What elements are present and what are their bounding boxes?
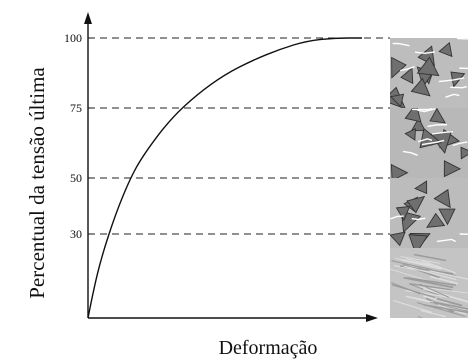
texture-streak (400, 256, 440, 264)
texture-streak (419, 283, 450, 298)
texture-streak (391, 260, 422, 269)
y-tick-label-30: 30 (70, 227, 82, 241)
y-tick-label-50: 50 (70, 171, 82, 185)
texture-streak (429, 270, 468, 280)
texture-streak (401, 259, 442, 270)
crack-line (417, 108, 436, 113)
y-tick-label-75: 75 (70, 101, 82, 115)
aggregate-particle (404, 108, 422, 123)
texture-streak (389, 320, 415, 328)
texture-streak (405, 258, 439, 268)
texture-streak (429, 275, 459, 285)
microstructure-panels (389, 38, 468, 331)
aggregate-particle (400, 67, 414, 85)
crack-line (431, 130, 454, 135)
panel-50-30 (390, 178, 468, 248)
texture-streak (403, 265, 457, 281)
y-axis-arrow-icon (84, 12, 92, 24)
panel-100-75 (390, 38, 468, 108)
y-axis-label: Percentual da tensão última (25, 67, 49, 299)
crack-line (412, 108, 433, 111)
texture-streak (420, 310, 447, 318)
crack-line (459, 67, 468, 70)
crack-line (452, 141, 468, 147)
aggregate-particle (416, 56, 440, 77)
y-ticks: 100 75 50 30 (64, 31, 93, 241)
texture-streak (436, 297, 463, 307)
texture-streak (410, 283, 452, 291)
crack-line (450, 85, 467, 89)
texture-streak (429, 301, 468, 312)
aggregate-particle (404, 128, 416, 141)
aggregate-particle (438, 208, 456, 226)
texture-streak (423, 304, 468, 314)
crack-line (390, 215, 404, 220)
panel-75-50 (390, 108, 468, 178)
aggregate-particle (391, 56, 407, 79)
aggregate-particle (408, 234, 429, 248)
crack-line (411, 217, 426, 221)
crack-line (438, 77, 465, 83)
texture-streak (407, 277, 456, 286)
aggregate-particle (406, 195, 426, 214)
reference-gridlines (88, 37, 390, 235)
aggregate-particle (426, 212, 446, 228)
aggregate-particle (438, 41, 453, 58)
aggregate-particle (414, 180, 428, 195)
texture-streak (421, 260, 456, 274)
crack-line (417, 138, 433, 143)
panel-30-0 (389, 248, 468, 331)
crack-line (456, 38, 468, 40)
aggregate-particle (400, 210, 422, 233)
crack-line (392, 42, 410, 47)
y-tick-label-100: 100 (64, 31, 82, 45)
texture-streak (392, 299, 432, 314)
x-axis-arrow-icon (366, 314, 378, 322)
stress-strain-curve (87, 37, 362, 319)
texture-streak (403, 276, 454, 289)
crack-line (400, 66, 415, 72)
aggregate-particle (429, 108, 446, 124)
texture-streak (390, 268, 427, 281)
texture-streak (433, 301, 468, 310)
texture-streak (405, 289, 450, 298)
aggregate-particle (433, 188, 451, 209)
texture-streak (417, 315, 424, 318)
aggregate-particle (390, 231, 406, 247)
crack-line (427, 124, 447, 128)
texture-streak (423, 295, 449, 304)
crack-line (414, 51, 435, 55)
axes (84, 12, 378, 322)
texture-streak (401, 319, 428, 331)
aggregate-particle (390, 163, 409, 178)
crack-line (436, 238, 457, 243)
x-axis-label: Deformação (219, 337, 318, 359)
aggregate-particle (460, 146, 468, 160)
texture-streak (423, 287, 468, 303)
aggregate-particle (390, 93, 405, 108)
aggregate-particle (410, 117, 426, 132)
crack-line (402, 150, 418, 156)
crack-line (421, 139, 445, 146)
crack-line (459, 233, 468, 235)
aggregate-particle (443, 160, 462, 178)
texture-streak (414, 285, 468, 294)
aggregate-particle (395, 205, 411, 222)
aggregate-particle (410, 77, 431, 97)
texture-streak (391, 282, 421, 295)
crack-line (445, 93, 460, 98)
texture-streak (413, 253, 447, 262)
